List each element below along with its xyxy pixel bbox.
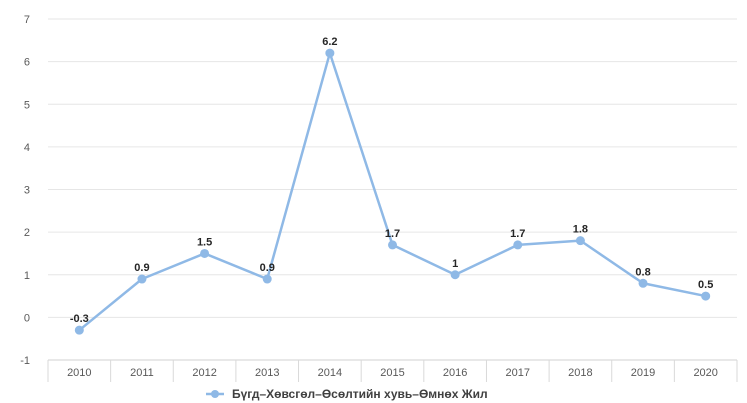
data-label: 6.2	[322, 36, 337, 48]
data-point	[450, 270, 460, 280]
data-label: 1.7	[385, 228, 400, 240]
data-point	[74, 325, 84, 335]
legend-label: Бүгд–Хөвсгөл–Өсөлтийн хувь–Өмнөх Жил	[232, 387, 488, 401]
y-tick-label: 0	[24, 312, 30, 324]
series-line	[78, 51, 707, 332]
x-tick-label: 2010	[67, 367, 91, 379]
data-label: 0.9	[134, 262, 149, 274]
data-point	[388, 240, 397, 250]
y-tick-label: 1	[24, 270, 30, 282]
x-tick-label: 2012	[192, 367, 216, 379]
x-tick-label: 2016	[443, 367, 467, 379]
data-label: 0.8	[635, 266, 650, 278]
x-tick-label: 2017	[506, 367, 530, 379]
x-tick-label: 2014	[318, 367, 342, 379]
data-labels: -0.3 0.9 1.5 0.9 6.2 1.7 1 1.7 1.8 0.8 0.5	[70, 36, 713, 325]
data-point	[638, 278, 648, 288]
data-point	[701, 291, 711, 301]
data-label: 0.9	[260, 262, 275, 274]
data-point	[575, 236, 585, 246]
y-tick-label: 3	[24, 185, 30, 197]
data-label: 1.7	[510, 228, 525, 240]
data-point	[325, 48, 335, 58]
data-point	[200, 248, 210, 258]
y-tick-label: 2	[24, 227, 30, 239]
data-point	[513, 240, 523, 250]
data-label: 1	[452, 258, 458, 270]
x-tick-label: 2013	[255, 367, 279, 379]
gridlines	[48, 18, 737, 361]
data-point	[137, 274, 147, 284]
legend: Бүгд–Хөвсгөл–Өсөлтийн хувь–Өмнөх Жил	[206, 387, 488, 401]
y-tick-label: 7	[24, 14, 30, 26]
legend-point-marker	[211, 390, 219, 398]
y-tick-label: 5	[24, 99, 30, 111]
x-axis: 2010 2011 2012 2013 2014 2015 2016 2017 2018 2019…	[47, 359, 738, 382]
data-label: 1.8	[573, 224, 588, 236]
y-tick-label: 4	[24, 142, 30, 154]
x-tick-label: 2018	[568, 367, 592, 379]
x-tick-label: 2011	[130, 367, 154, 379]
x-tick-label: 2015	[380, 367, 404, 379]
x-tick-label: 2019	[631, 367, 655, 379]
series-layer	[74, 48, 711, 335]
data-label: -0.3	[70, 313, 89, 325]
data-label: 0.5	[698, 279, 713, 291]
y-tick-label: -1	[20, 355, 30, 367]
x-tick-label: 2020	[693, 367, 717, 379]
data-label: 1.5	[197, 236, 212, 248]
data-point	[262, 274, 272, 284]
y-tick-label: 6	[24, 57, 30, 69]
y-axis: -1 0 1 2 3 4 5 6 7	[20, 14, 30, 367]
